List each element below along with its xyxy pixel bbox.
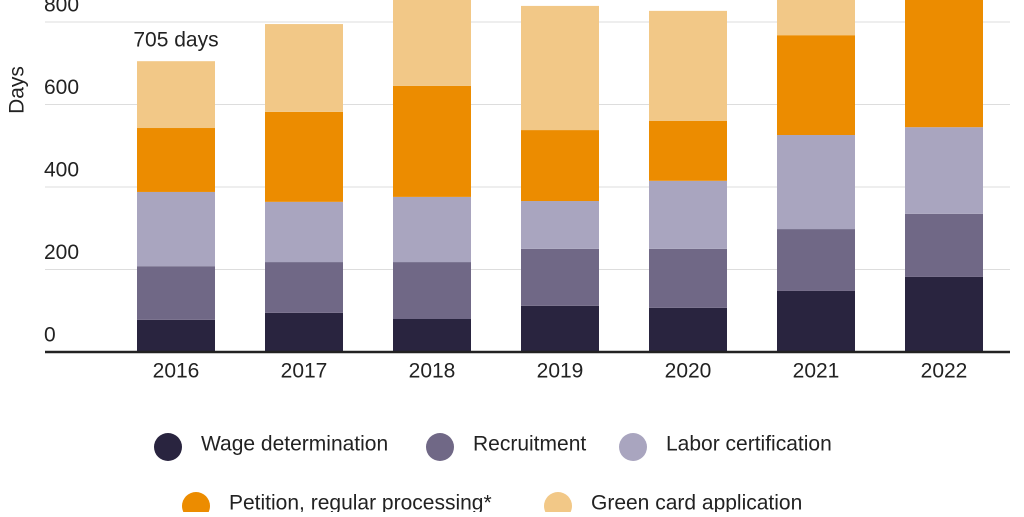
legend-label: Labor certification xyxy=(666,433,832,456)
bar-segment xyxy=(521,5,599,131)
bar-segment xyxy=(777,290,855,352)
bar-segment xyxy=(393,0,471,86)
bar-segment xyxy=(137,319,215,352)
bar-segment xyxy=(777,35,855,136)
legend-label: Wage determination xyxy=(201,433,388,456)
legend-marker xyxy=(619,433,647,461)
y-axis-title: Days xyxy=(6,66,29,114)
bar-segment xyxy=(521,130,599,202)
bar-segment xyxy=(265,201,343,263)
annotation: 705 days xyxy=(133,29,218,52)
bar-segment xyxy=(649,307,727,352)
bar-segment xyxy=(393,196,471,263)
x-tick-label: 2018 xyxy=(409,360,456,383)
bar-segment xyxy=(905,276,983,352)
bar-segment xyxy=(393,85,471,197)
x-tick-label: 2019 xyxy=(537,360,584,383)
bar-segment xyxy=(137,61,215,129)
bar-segment xyxy=(521,248,599,306)
bar-segment xyxy=(777,0,855,36)
bar-segment xyxy=(265,111,343,202)
legend-label: Recruitment xyxy=(473,433,586,456)
legend-marker xyxy=(544,492,572,517)
bar-segment xyxy=(777,135,855,230)
bar-segment xyxy=(137,191,215,267)
bar-segment xyxy=(777,229,855,291)
legend-marker xyxy=(426,433,454,461)
y-tick-label: 800 xyxy=(44,0,79,17)
bar-segment xyxy=(393,262,471,319)
bar-segment xyxy=(137,266,215,320)
legend-marker xyxy=(154,433,182,461)
y-tick-label: 600 xyxy=(44,76,79,99)
bar-segment xyxy=(649,10,727,121)
x-tick-label: 2020 xyxy=(665,360,712,383)
bar-segment xyxy=(905,0,983,128)
bar-segment xyxy=(905,127,983,214)
bar-segment xyxy=(649,248,727,308)
bar-segment xyxy=(649,121,727,181)
y-tick-label: 0 xyxy=(44,324,56,347)
bar-segment xyxy=(265,262,343,313)
bar-segment xyxy=(649,180,727,249)
legend-label: Petition, regular processing* xyxy=(229,492,492,512)
bar-segment xyxy=(265,312,343,352)
bar-segment xyxy=(393,319,471,352)
bar-segment xyxy=(521,201,599,249)
x-tick-label: 2017 xyxy=(281,360,328,383)
y-tick-label: 400 xyxy=(44,159,79,182)
legend-label: Green card application xyxy=(591,492,802,512)
bar-segment xyxy=(265,24,343,112)
bar-segment xyxy=(137,128,215,192)
bar-segment xyxy=(905,213,983,277)
legend-marker xyxy=(182,492,210,517)
bar-segment xyxy=(521,305,599,352)
x-tick-label: 2022 xyxy=(921,360,968,383)
x-tick-label: 2016 xyxy=(153,360,200,383)
x-tick-label: 2021 xyxy=(793,360,840,383)
y-tick-label: 200 xyxy=(44,241,79,264)
